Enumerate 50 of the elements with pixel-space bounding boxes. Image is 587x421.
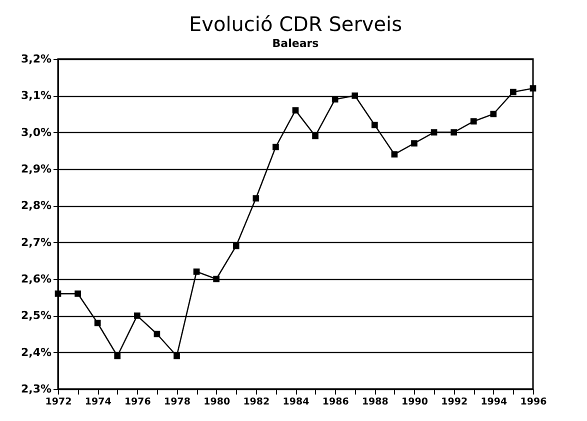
y-tick-label: 2,8% [20, 199, 52, 212]
point [530, 85, 536, 92]
y-tick-label: 2,4% [20, 346, 52, 359]
point [430, 129, 438, 136]
point [450, 129, 457, 136]
x-tick-label: 1992 [441, 396, 468, 408]
point [352, 92, 358, 99]
x-tick-label: 1982 [243, 396, 270, 408]
point [94, 320, 101, 326]
point [232, 242, 240, 250]
y-tick-label: 3,0% [20, 126, 52, 139]
point [272, 144, 279, 150]
point [411, 140, 418, 146]
x-tick-label: 1996 [520, 396, 548, 408]
point [391, 151, 398, 158]
x-tick-label: 1990 [402, 396, 428, 408]
chart-subtitle: Balears [272, 37, 320, 50]
y-tick-label: 2,7% [20, 236, 52, 249]
point [312, 132, 318, 140]
y-tick-label: 3,1% [20, 89, 52, 102]
point [74, 290, 81, 297]
x-tick-label: 1984 [282, 396, 310, 408]
point [372, 122, 378, 128]
x-tick-label: 1974 [84, 396, 112, 408]
point [292, 107, 299, 114]
x-tick-label: 1980 [204, 396, 230, 408]
y-tick-label: 2,5% [20, 309, 52, 322]
point [154, 330, 160, 338]
y-tick-label: 2,6% [20, 272, 52, 286]
point [510, 88, 516, 96]
point [114, 352, 121, 360]
x-tick-label: 1994 [480, 396, 508, 408]
x-tick-label: 1988 [362, 396, 389, 408]
point [134, 312, 140, 319]
point [54, 290, 62, 297]
y-tick-label: 3,2% [20, 52, 52, 66]
point [332, 96, 338, 102]
chart-title: Evolució CDR Serveis [188, 12, 402, 36]
x-tick-label: 1986 [322, 396, 350, 408]
x-tick-label: 1978 [164, 396, 191, 408]
y-tick-label: 2,9% [20, 162, 52, 176]
point [213, 276, 220, 282]
x-tick-label: 1976 [124, 396, 152, 408]
point [193, 268, 200, 275]
x-tick-label: 1972 [45, 396, 72, 408]
point [490, 110, 497, 118]
point [470, 118, 477, 124]
y-tick-label: 2,3% [20, 382, 52, 396]
point [174, 352, 180, 360]
point [252, 195, 260, 202]
